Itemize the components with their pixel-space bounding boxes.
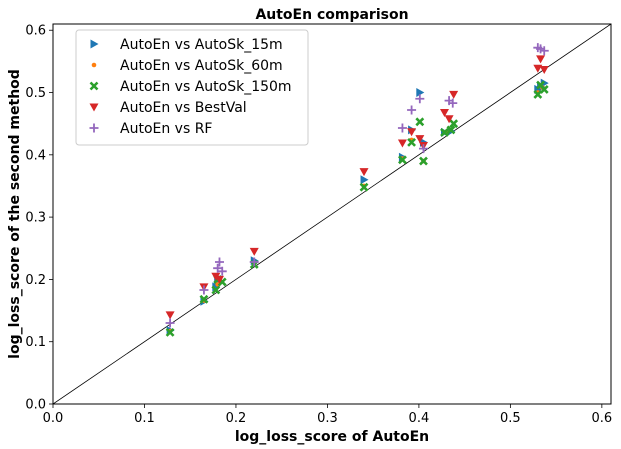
data-point	[415, 94, 425, 104]
data-point	[249, 247, 259, 256]
y-tick-label: 0.3	[25, 211, 46, 226]
data-point	[539, 65, 549, 74]
data-point	[418, 144, 428, 154]
legend-label: AutoEn vs BestVal	[120, 100, 247, 116]
legend-marker	[90, 39, 99, 49]
y-tick-label: 0.5	[25, 86, 46, 101]
x-axis-title: log_loss_score of AutoEn	[235, 429, 429, 445]
data-point	[359, 168, 369, 177]
data-point	[539, 84, 549, 94]
x-tick-label: 0.1	[134, 411, 155, 426]
legend: AutoEn vs AutoSk_15m AutoEn vs AutoSk_60m…	[75, 29, 309, 146]
data-point	[444, 115, 454, 124]
legend-marker	[89, 103, 99, 112]
data-point	[407, 128, 417, 137]
data-point	[214, 257, 224, 267]
legend-label: AutoEn vs AutoSk_60m	[120, 58, 283, 74]
data-point	[199, 294, 209, 304]
data-point	[415, 117, 425, 127]
legend-marker	[89, 81, 99, 91]
axis-ticks: 0.0 0.1 0.2 0.3 0.4 0.5 0.6 0.0 0.1 0.2 0.3 0.4 0.5 0…	[25, 24, 612, 426]
legend-label: AutoEn vs AutoSk_150m	[120, 79, 292, 95]
data-point	[397, 123, 407, 133]
data-point	[415, 135, 425, 144]
x-tick-label: 0.2	[226, 411, 247, 426]
data-point	[449, 119, 459, 129]
chart-title: AutoEn comparison	[255, 7, 408, 23]
plot-frame	[52, 23, 612, 405]
x-tick-label: 0.5	[500, 411, 521, 426]
x-tick-label: 0.4	[409, 411, 430, 426]
legend-marker	[89, 123, 99, 133]
data-point	[360, 175, 369, 185]
data-point	[440, 108, 450, 117]
legend-label: AutoEn vs RF	[120, 121, 212, 137]
y-tick-label: 0.4	[25, 148, 46, 163]
x-tick-label: 0.0	[43, 411, 64, 426]
data-point	[398, 155, 407, 165]
data-point	[165, 311, 175, 320]
x-tick-label: 0.3	[317, 411, 338, 426]
legend-item: AutoEn vs RF	[89, 121, 212, 137]
data-point	[448, 98, 458, 108]
data-point	[536, 55, 546, 64]
legend-marker	[91, 62, 97, 68]
y-tick-label: 0.6	[25, 24, 46, 39]
data-point	[359, 182, 369, 192]
data-point	[397, 139, 407, 148]
data-point	[215, 282, 220, 287]
data-point	[416, 88, 425, 98]
data-point	[440, 127, 449, 137]
legend-box	[75, 29, 309, 146]
y-axis-title: log_loss_score of the second method	[7, 69, 23, 359]
data-point	[165, 318, 175, 328]
y-tick-label: 0.2	[25, 273, 46, 288]
legend-item: AutoEn vs BestVal	[89, 100, 247, 116]
data-point	[199, 285, 209, 295]
data-point	[213, 263, 223, 273]
data-point	[249, 257, 259, 267]
x-tick-label: 0.6	[592, 411, 613, 426]
data-point	[449, 90, 459, 99]
data-point	[211, 285, 221, 295]
identity-line	[53, 24, 611, 404]
series-5	[165, 43, 549, 328]
legend-label: AutoEn vs AutoSk_15m	[120, 37, 283, 53]
data-point	[165, 327, 175, 337]
data-point	[217, 266, 227, 276]
data-point	[533, 64, 543, 73]
data-point	[407, 137, 417, 147]
plot-area	[53, 24, 611, 404]
legend-item: AutoEn vs AutoSk_60m	[91, 58, 283, 74]
data-point	[446, 125, 456, 135]
data-point	[407, 105, 417, 115]
y-tick-label: 0.1	[25, 335, 46, 350]
legend-item: AutoEn vs AutoSk_15m	[90, 37, 283, 53]
y-tick-label: 0.0	[25, 398, 46, 413]
legend-item: AutoEn vs AutoSk_150m	[89, 79, 292, 95]
data-point	[419, 156, 428, 166]
data-point	[214, 275, 224, 284]
series-4	[165, 55, 549, 320]
data-point	[539, 46, 549, 56]
